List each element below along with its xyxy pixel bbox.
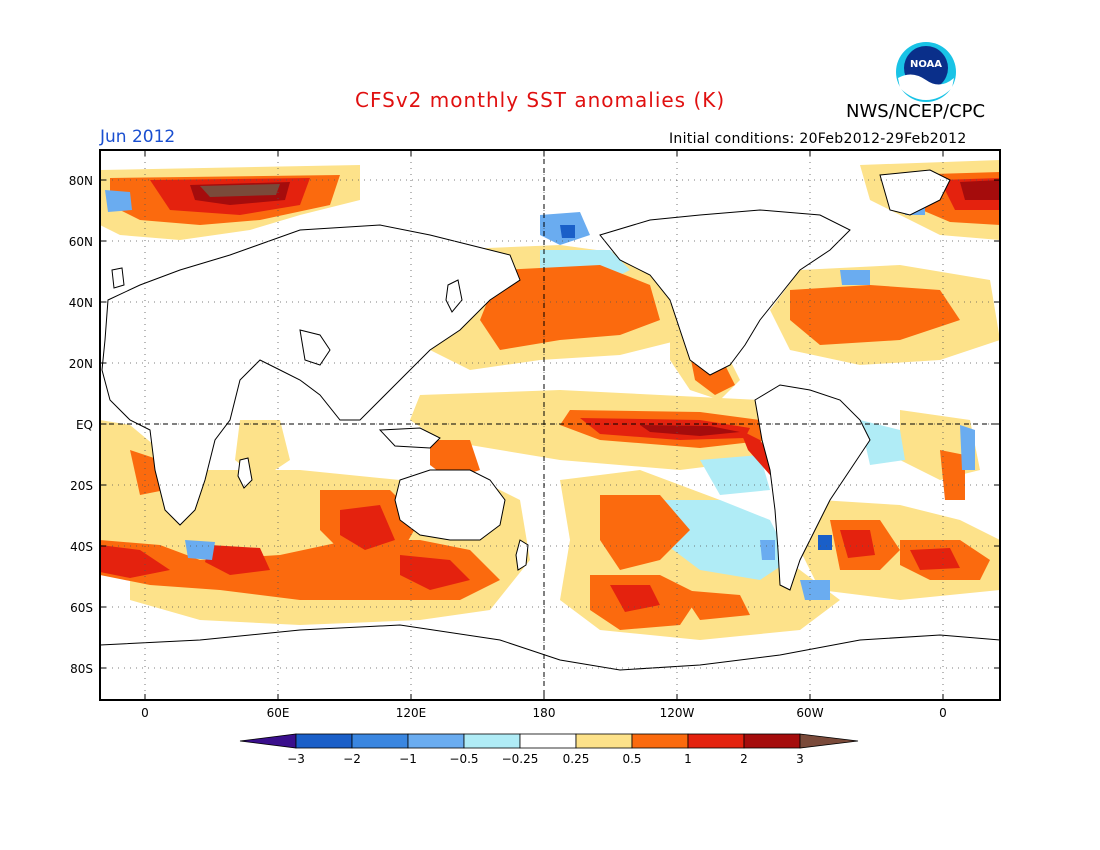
colorbar-gt3 bbox=[799, 733, 859, 749]
lat-label-40n: 40N bbox=[69, 296, 93, 310]
colorbar-label-1: 1 bbox=[684, 752, 692, 766]
lon-label-0: 0 bbox=[141, 706, 149, 720]
lat-label-eq: EQ bbox=[76, 418, 93, 432]
lat-label-20s: 20S bbox=[70, 479, 93, 493]
noaa-logo: NOAA bbox=[896, 42, 956, 102]
colorbar-neg2-neg1 bbox=[351, 733, 409, 749]
chart-title: CFSv2 monthly SST anomalies (K) bbox=[355, 88, 726, 112]
lon-label-180: 180 bbox=[533, 706, 556, 720]
noaa-logo-bird bbox=[898, 74, 954, 100]
colorbar-neg1-neg0.5 bbox=[407, 733, 465, 749]
lon-label-120w: 120W bbox=[660, 706, 695, 720]
lat-label-80s: 80S bbox=[70, 662, 93, 676]
colorbar-label-0.25: 0.25 bbox=[563, 752, 590, 766]
lat-label-40s: 40S bbox=[70, 540, 93, 554]
colorbar-neg0.5-neg0.25 bbox=[463, 733, 521, 749]
lat-label-20n: 20N bbox=[69, 357, 93, 371]
lat-label-60s: 60S bbox=[70, 601, 93, 615]
colorbar-0.25-0.5 bbox=[575, 733, 633, 749]
latitude-ticks bbox=[100, 179, 1000, 669]
lon-label-0-east: 0 bbox=[939, 706, 947, 720]
lon-label-60e: 60E bbox=[267, 706, 290, 720]
gridlines bbox=[100, 150, 1000, 700]
colorbar-label-neg2: −2 bbox=[343, 752, 361, 766]
colorbar-2-3 bbox=[743, 733, 801, 749]
noaa-logo-text: NOAA bbox=[910, 59, 942, 70]
colorbar-label-neg0.25: −0.25 bbox=[502, 752, 539, 766]
colorbar-neg0.25-0.25 bbox=[519, 733, 577, 749]
organization-label: NWS/NCEP/CPC bbox=[846, 101, 986, 122]
anomaly-field bbox=[100, 150, 1000, 700]
lat-label-80n: 80N bbox=[69, 174, 93, 188]
colorbar bbox=[239, 733, 859, 749]
lat-label-60n: 60N bbox=[69, 235, 93, 249]
lon-label-60w: 60W bbox=[796, 706, 823, 720]
longitude-ticks bbox=[144, 150, 944, 700]
forecast-month: Jun 2012 bbox=[100, 127, 176, 147]
colorbar-labels: −3 −2 −1 −0.5 −0.25 0.25 0.5 1 2 3 bbox=[287, 752, 804, 766]
anomaly-neg2-neg1-regions bbox=[560, 225, 832, 550]
plot-frame bbox=[99, 149, 1001, 701]
colorbar-1-2 bbox=[687, 733, 745, 749]
colorbar-label-neg0.5: −0.5 bbox=[449, 752, 478, 766]
colorbar-label-neg3: −3 bbox=[287, 752, 305, 766]
longitude-labels: 0 60E 120E 180 120W 60W 0 bbox=[141, 706, 947, 720]
colorbar-label-neg1: −1 bbox=[399, 752, 417, 766]
lon-label-120e: 120E bbox=[396, 706, 427, 720]
continents bbox=[100, 169, 1000, 700]
latitude-labels: 80N 60N 40N 20N EQ 20S 40S 60S 80S bbox=[69, 174, 93, 676]
colorbar-0.5-1 bbox=[631, 733, 689, 749]
colorbar-label-2: 2 bbox=[740, 752, 748, 766]
colorbar-label-3: 3 bbox=[796, 752, 804, 766]
colorbar-lt-neg3 bbox=[239, 733, 297, 749]
colorbar-neg3-neg2 bbox=[295, 733, 353, 749]
initial-conditions-label: Initial conditions: 20Feb2012-29Feb2012 bbox=[669, 131, 967, 147]
colorbar-label-0.5: 0.5 bbox=[622, 752, 641, 766]
